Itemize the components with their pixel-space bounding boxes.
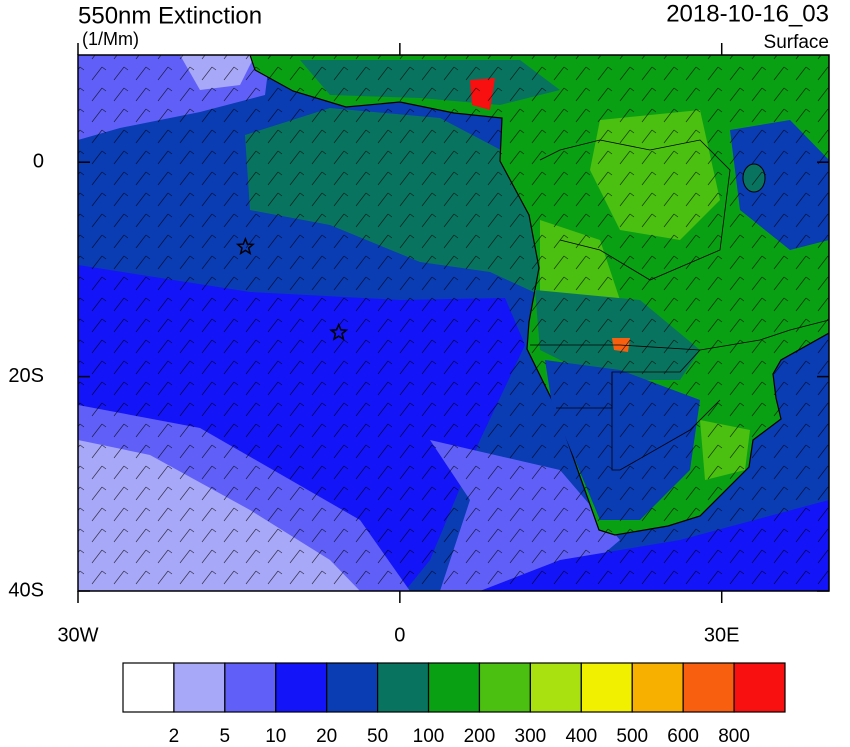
colorbar-box bbox=[122, 662, 175, 713]
colorbar-label: 50 bbox=[367, 726, 388, 747]
axes: 0 20S 40S 30W 0 30E bbox=[8, 43, 829, 646]
colorbar-label: 10 bbox=[265, 726, 286, 747]
x-tick-label: 30E bbox=[704, 624, 740, 646]
markers bbox=[235, 236, 349, 341]
colorbar-label: 200 bbox=[464, 726, 496, 747]
map-field bbox=[78, 55, 829, 591]
colorbar-label: 800 bbox=[718, 726, 750, 747]
colorbar-label: 20 bbox=[316, 726, 337, 747]
colorbar-box bbox=[478, 662, 531, 713]
colorbar-box bbox=[377, 662, 430, 713]
title: 550nm Extinction bbox=[78, 2, 262, 29]
y-tick-label: 40S bbox=[8, 579, 44, 601]
plot-frame bbox=[77, 54, 830, 592]
date: 2018-10-16_03 bbox=[666, 0, 829, 27]
units: (1/Mm) bbox=[82, 29, 139, 49]
colorbar-label: 2 bbox=[169, 726, 180, 747]
colorbar-label: 100 bbox=[413, 726, 445, 747]
site-marker bbox=[329, 322, 349, 341]
wind-barbs bbox=[78, 55, 829, 591]
colorbar-box bbox=[529, 662, 582, 713]
colorbar-label: 400 bbox=[565, 726, 597, 747]
colorbar-box bbox=[173, 662, 226, 713]
y-tick-label: 20S bbox=[8, 365, 44, 387]
colorbar-label: 600 bbox=[667, 726, 699, 747]
colorbar-box bbox=[427, 662, 481, 713]
colorbar-box bbox=[631, 662, 684, 713]
colorbar-label: 500 bbox=[616, 726, 648, 747]
colorbar-box bbox=[682, 662, 735, 713]
level: Surface bbox=[764, 32, 829, 53]
x-tick-label: 0 bbox=[394, 624, 405, 646]
y-tick-label: 0 bbox=[33, 150, 44, 172]
colorbar-box bbox=[275, 662, 328, 713]
x-tick-label: 30W bbox=[57, 624, 98, 646]
colorbar-box bbox=[224, 662, 277, 713]
colorbar-box bbox=[733, 662, 786, 713]
site-marker bbox=[235, 236, 255, 256]
colorbar-box bbox=[326, 662, 379, 713]
colorbar-box bbox=[580, 662, 633, 713]
colorbar-label: 300 bbox=[515, 726, 547, 747]
colorbar-label: 5 bbox=[220, 726, 231, 747]
colorbar: 2 5 10 20 50 100 200 300 400 500 600 800 bbox=[122, 662, 786, 747]
